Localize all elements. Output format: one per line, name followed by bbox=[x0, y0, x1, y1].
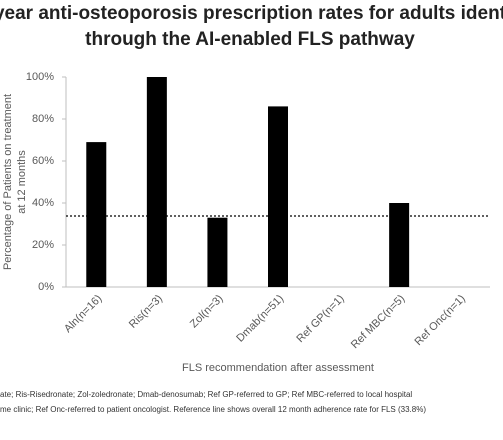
y-tick-label: 100% bbox=[26, 71, 54, 83]
bar bbox=[389, 203, 410, 287]
y-tick-label: 40% bbox=[32, 197, 54, 209]
x-tick-label: Ref Onc(n=1) bbox=[412, 293, 467, 348]
y-axis-title: Percentage of Patients on treatment bbox=[2, 94, 14, 270]
x-tick-label: Aln(n=16) bbox=[62, 293, 104, 335]
y-tick-label: 20% bbox=[32, 239, 54, 251]
bar bbox=[207, 217, 228, 287]
x-tick-label: Ref MBC(n=5) bbox=[349, 293, 407, 351]
x-axis-title: FLS recommendation after assessment bbox=[182, 362, 374, 374]
chart-title: through the AI-enabled FLS pathway bbox=[85, 29, 415, 50]
y-axis-title: at 12 months bbox=[16, 150, 28, 214]
footnote: me clinic; Ref Onc-referred to patient o… bbox=[0, 405, 426, 414]
y-tick-label: 60% bbox=[32, 155, 54, 167]
bar bbox=[146, 77, 167, 287]
bar bbox=[268, 106, 288, 288]
x-tick-label: Dmab(n=51) bbox=[234, 293, 286, 345]
chart-title: year anti-osteoporosis prescription rate… bbox=[0, 3, 503, 24]
x-tick-label: Ref GP(n=1) bbox=[294, 293, 346, 345]
y-tick-label: 80% bbox=[32, 113, 54, 125]
footnote: ate; Ris-Risedronate; Zol-zoledronate; D… bbox=[0, 390, 412, 399]
x-tick-label: Zol(n=3) bbox=[188, 293, 226, 331]
y-tick-label: 0% bbox=[38, 281, 54, 293]
bar bbox=[86, 142, 107, 287]
x-tick-label: Ris(n=3) bbox=[127, 293, 165, 331]
